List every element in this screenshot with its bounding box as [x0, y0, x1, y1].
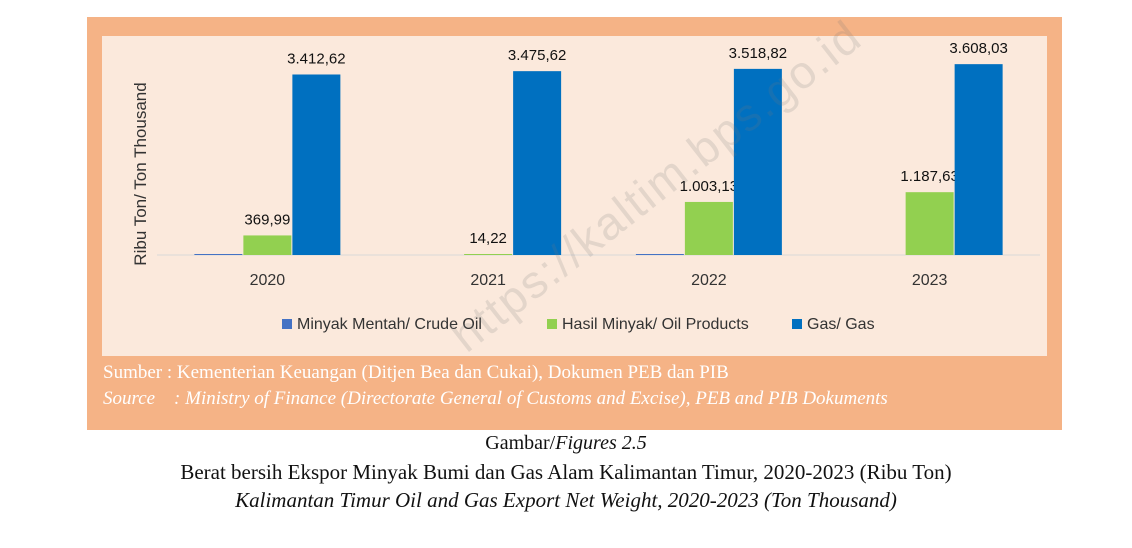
plot-area: 369,99 3.412,62 2020 14,22 3.475,62 2021 1.003… [102, 36, 1047, 356]
legend-label-series-2: Gas/ Gas [807, 316, 875, 333]
data-label-2020-series-1: 369,99 [244, 211, 290, 228]
source-line-english: Source : Ministry of Finance (Directorat… [103, 388, 888, 409]
figure-label: Gambar/Figures 2.5 [0, 432, 1132, 455]
legend-swatch-series-0 [282, 319, 292, 329]
legend-label-series-0: Minyak Mentah/ Crude Oil [297, 316, 482, 333]
x-tick-label-2021: 2021 [470, 272, 506, 289]
x-tick-label-2020: 2020 [250, 272, 286, 289]
bar-2022-series-1 [684, 201, 733, 255]
figure-title-indonesian: Berat bersih Ekspor Minyak Bumi dan Gas … [180, 460, 952, 484]
data-label-2020-series-2: 3.412,62 [287, 50, 345, 67]
data-label-2022-series-2: 3.518,82 [729, 45, 787, 62]
bar-2022-series-0 [635, 254, 684, 255]
source-line-indonesian: Sumber : Kementerian Keuangan (Ditjen Be… [103, 362, 729, 383]
bar-2021-series-1 [464, 254, 513, 255]
x-tick-label-2022: 2022 [691, 272, 727, 289]
bar-2020-series-2 [292, 74, 341, 256]
legend-swatch-series-2 [792, 319, 802, 329]
data-label-2023-series-1: 1.187,63 [900, 168, 958, 185]
bar-2023-series-1 [905, 192, 954, 255]
figure-label-italic: Figures 2.5 [555, 432, 647, 454]
y-axis-label: Ribu Ton/ Ton Thousand [131, 82, 150, 265]
data-label-2021-series-2: 3.475,62 [508, 47, 566, 64]
bar-2023-series-2 [954, 64, 1003, 255]
chart-frame: 369,99 3.412,62 2020 14,22 3.475,62 2021 1.003… [87, 17, 1062, 430]
bar-2022-series-2 [733, 68, 782, 255]
bar-chart: 369,99 3.412,62 2020 14,22 3.475,62 2021 1.003… [131, 40, 1040, 333]
bar-2021-series-2 [513, 71, 562, 255]
x-tick-label-2023: 2023 [912, 272, 948, 289]
bar-2020-series-1 [243, 235, 292, 255]
data-label-2023-series-2: 3.608,03 [949, 40, 1007, 57]
bar-2020-series-0 [194, 254, 243, 255]
data-label-2021-series-1: 14,22 [469, 230, 507, 247]
legend-label-series-1: Hasil Minyak/ Oil Products [562, 316, 749, 333]
figure-title-english: Kalimantan Timur Oil and Gas Export Net … [235, 488, 897, 512]
data-label-2022-series-1: 1.003,13 [680, 178, 738, 195]
legend-swatch-series-1 [547, 319, 557, 329]
figure-label-normal: Gambar/ [485, 432, 556, 454]
